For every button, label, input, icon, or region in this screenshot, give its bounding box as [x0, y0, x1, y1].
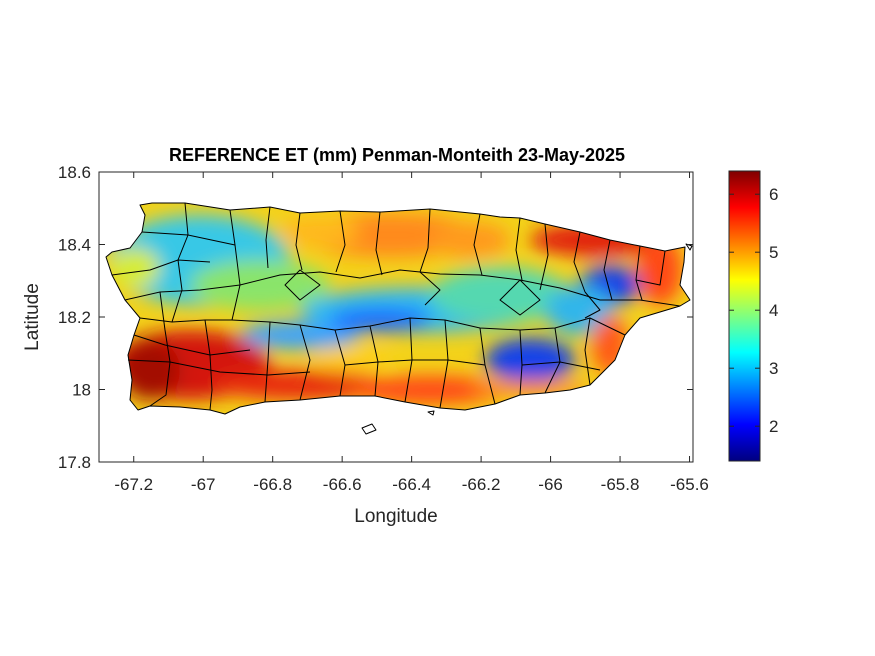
y-tick-label: 17.8	[58, 453, 91, 472]
x-axis-label: Longitude	[354, 506, 437, 527]
x-tick-label: -66.4	[392, 475, 431, 494]
et-raster-map	[106, 203, 690, 414]
colorbar-tick-label: 4	[769, 301, 778, 320]
x-tick-label: -65.8	[601, 475, 640, 494]
y-tick-label: 18.4	[58, 236, 91, 255]
municipality-boundaries	[105, 202, 693, 435]
x-tick-label: -66.6	[323, 475, 362, 494]
y-tick-label: 18.2	[58, 308, 91, 327]
x-axis: -67.2 -67 -66.8 -66.6 -66.4 -66.2 -66 -65.8 -65.…	[114, 172, 709, 494]
y-axis-label: Latitude	[22, 283, 43, 351]
colorbar-tick-label: 5	[769, 243, 778, 262]
x-tick-label: -66.8	[253, 475, 292, 494]
plot-title: REFERENCE ET (mm) Penman-Monteith 23-May…	[169, 145, 625, 165]
colorbar-tick-label: 2	[769, 417, 778, 436]
x-tick-label: -66	[538, 475, 563, 494]
colorbar-ticks: 2 3 4 5 6	[729, 185, 778, 436]
x-tick-label: -67.2	[114, 475, 153, 494]
y-axis: 17.8 18 18.2 18.4 18.6	[58, 163, 693, 472]
colorbar-tick-label: 3	[769, 359, 778, 378]
y-tick-label: 18.6	[58, 163, 91, 182]
x-tick-label: -65.6	[670, 475, 709, 494]
colorbar	[728, 170, 761, 462]
y-tick-label: 18	[72, 381, 91, 400]
colorbar-tick-label: 6	[769, 185, 778, 204]
x-tick-label: -66.2	[462, 475, 501, 494]
x-tick-label: -67	[191, 475, 216, 494]
